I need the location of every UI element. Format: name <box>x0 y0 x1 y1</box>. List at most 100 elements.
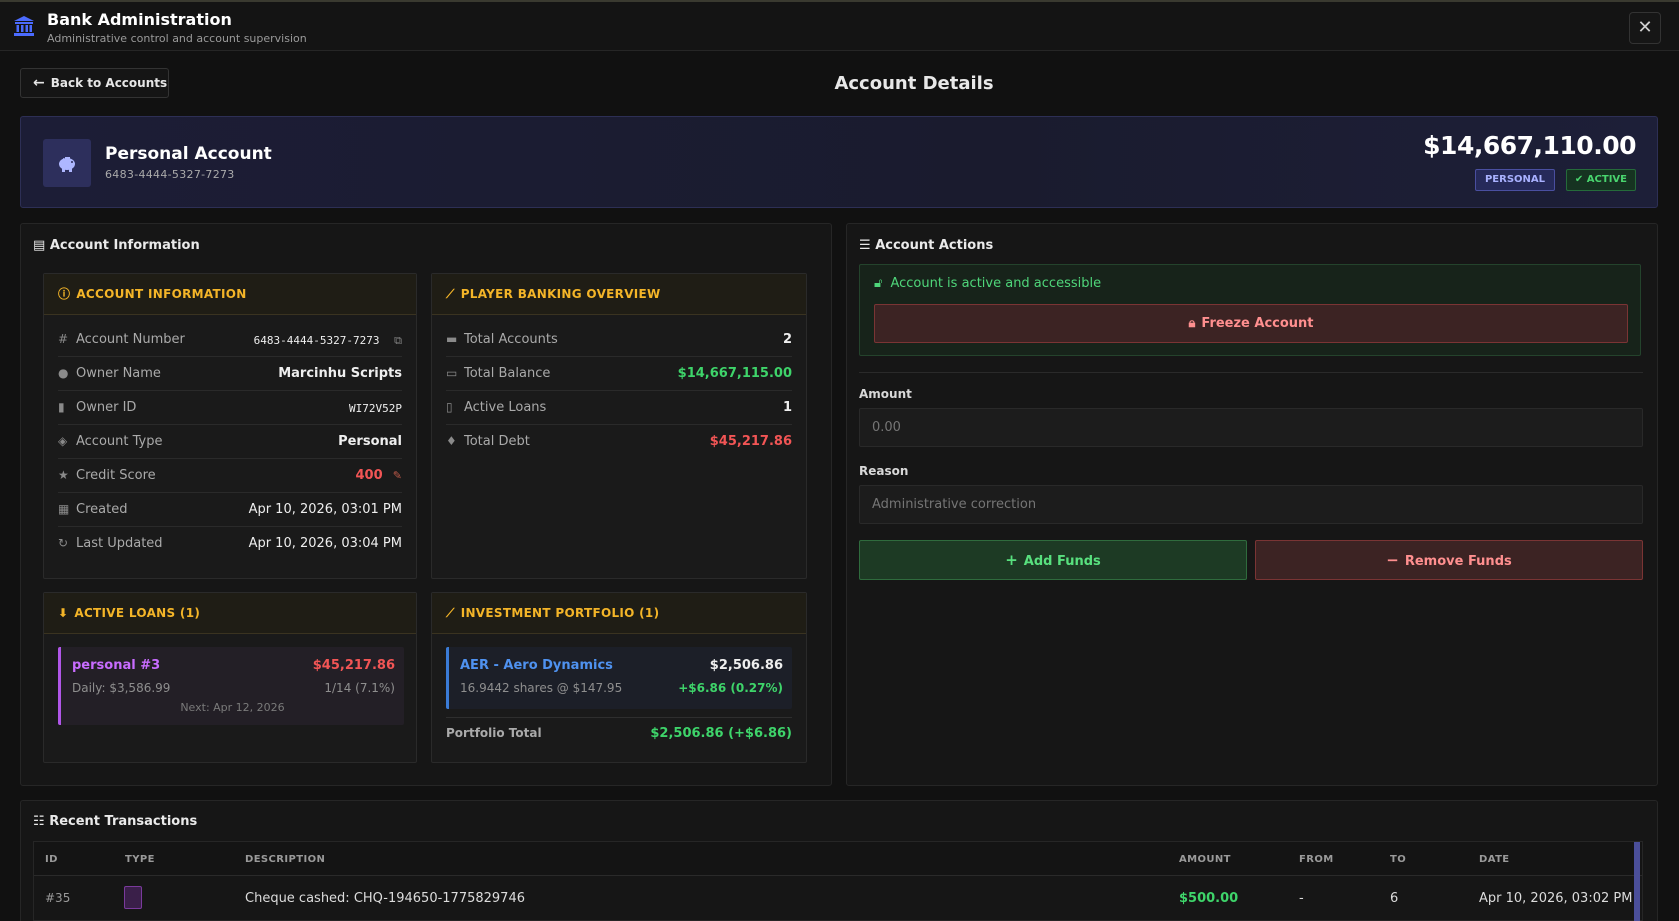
piggy-bank-icon <box>43 139 91 187</box>
info-value: Apr 10, 2026, 03:04 PM <box>248 536 402 551</box>
back-to-accounts-button[interactable]: ← Back to Accounts <box>20 68 169 98</box>
remove-funds-button[interactable]: − Remove Funds <box>1255 540 1643 580</box>
info-row-account-type: ◈ Account Type Personal <box>58 425 402 459</box>
account-information-card: ⓘ ACCOUNT INFORMATION # Account Number 648… <box>43 273 417 579</box>
status-badge-label: ACTIVE <box>1586 174 1627 185</box>
freeze-button-label: Freeze Account <box>1201 316 1314 331</box>
column-header: FROM <box>1299 854 1334 865</box>
info-label: ◈ Account Type <box>58 434 162 449</box>
info-row-owner-id: ▮ Owner ID WI72V52P <box>58 391 402 425</box>
close-button[interactable]: ✕ <box>1629 12 1661 44</box>
column-header: AMOUNT <box>1179 854 1231 865</box>
info-icon: ⓘ <box>58 287 71 301</box>
section-header-label: ACTIVE LOANS (1) <box>74 606 201 620</box>
account-type-badge: PERSONAL <box>1474 169 1555 191</box>
player-banking-overview-card: ⟋ PLAYER BANKING OVERVIEW ▬ Total Accounts… <box>431 273 807 579</box>
overview-value: $14,667,115.00 <box>677 366 792 381</box>
investment-change: +$6.86 (0.27%) <box>678 681 783 695</box>
info-label: # Account Number <box>58 332 185 347</box>
panel-title: ▤ Account Information <box>33 238 200 253</box>
copy-icon[interactable]: ⧉ <box>394 334 402 347</box>
info-row-credit-score: ★ Credit Score 400 ✎ <box>58 459 402 493</box>
plus-icon: + <box>1005 551 1018 569</box>
overview-label: ▭ Total Balance <box>446 366 550 381</box>
section-header: ⓘ ACCOUNT INFORMATION <box>44 274 416 315</box>
overview-label-text: Total Debt <box>464 434 530 449</box>
table-header: ID TYPE DESCRIPTION AMOUNT FROM TO DATE <box>34 842 1642 876</box>
user-icon: ● <box>58 366 69 380</box>
loan-progress: 1/14 (7.1%) <box>324 681 395 695</box>
hash-icon: # <box>58 332 69 346</box>
info-value-text: 6483-4444-5327-7273 <box>253 334 380 347</box>
info-label: ● Owner Name <box>58 366 161 381</box>
section-header-label: INVESTMENT PORTFOLIO (1) <box>460 606 660 620</box>
info-label: ↻ Last Updated <box>58 536 163 551</box>
info-label: ▮ Owner ID <box>58 400 136 415</box>
minus-icon: − <box>1386 551 1399 569</box>
info-label-text: Owner ID <box>76 400 137 415</box>
overview-label: ▬ Total Accounts <box>446 332 558 347</box>
app-header: Bank Administration Administrative contr… <box>0 0 1679 51</box>
info-row-owner-name: ● Owner Name Marcinhu Scripts <box>58 357 402 391</box>
section-header: ⟋ INVESTMENT PORTFOLIO (1) <box>432 593 806 634</box>
panel-title-label: Account Information <box>49 238 200 253</box>
reason-input[interactable] <box>859 485 1643 524</box>
investment-portfolio-card: ⟋ INVESTMENT PORTFOLIO (1) AER - Aero Dyn… <box>431 592 807 763</box>
pencil-icon[interactable]: ✎ <box>392 469 402 482</box>
credit-score-value: 400 <box>355 468 383 483</box>
account-name: Personal Account <box>105 144 272 164</box>
account-status-box: 🔓︎ Account is active and accessible 🔒︎ Fre… <box>859 264 1641 356</box>
info-label-text: Created <box>76 502 128 517</box>
transactions-table: ID TYPE DESCRIPTION AMOUNT FROM TO DATE … <box>33 841 1643 921</box>
info-label-text: Owner Name <box>76 366 161 381</box>
add-funds-button[interactable]: + Add Funds <box>859 540 1247 580</box>
panel-title: ☰ Account Actions <box>859 238 993 253</box>
info-value: Apr 10, 2026, 03:01 PM <box>248 502 402 517</box>
account-summary-banner: Personal Account 6483-4444-5327-7273 $14… <box>20 116 1658 208</box>
table-scrollbar[interactable] <box>1634 842 1640 921</box>
money-icon: ▭ <box>446 366 458 380</box>
remove-funds-label: Remove Funds <box>1404 554 1512 569</box>
tx-amount: $500.00 <box>1179 891 1239 906</box>
tx-type-badge: ▤payment <box>124 886 142 909</box>
refresh-icon: ↻ <box>58 536 69 550</box>
wallet-icon: ▬ <box>446 332 458 346</box>
info-value: 6483-4444-5327-7273 ⧉ <box>254 334 402 348</box>
list-icon: ☷ <box>33 814 50 829</box>
unlock-icon: 🔓︎ <box>874 276 883 291</box>
overview-row-total-accounts: ▬ Total Accounts 2 <box>446 323 792 357</box>
panel-title-label: Recent Transactions <box>49 814 198 829</box>
overview-row-total-debt: ♦ Total Debt $45,217.86 <box>446 425 792 459</box>
info-value: Personal <box>338 434 402 449</box>
actions-divider <box>859 372 1643 373</box>
tx-description: Cheque cashed: CHQ-194650-1775829746 <box>245 891 525 906</box>
account-actions-panel: ☰ Account Actions 🔓︎ Account is active an… <box>846 223 1658 786</box>
investment-value: $2,506.86 <box>709 658 783 673</box>
bank-icon <box>14 16 34 36</box>
account-information-panel: ▤ Account Information ⓘ ACCOUNT INFORMATI… <box>20 223 832 786</box>
investment-item[interactable]: AER - Aero Dynamics $2,506.86 16.9442 sh… <box>446 647 792 709</box>
column-header: TO <box>1390 854 1407 865</box>
investment-name: AER - Aero Dynamics <box>460 658 613 673</box>
info-label: ▦ Created <box>58 502 127 517</box>
info-label-text: Account Type <box>76 434 163 449</box>
reason-label: Reason <box>859 464 909 478</box>
id-card-icon: ▤ <box>33 238 50 253</box>
portfolio-divider <box>446 717 792 718</box>
overview-label-text: Total Balance <box>464 366 551 381</box>
overview-row-total-balance: ▭ Total Balance $14,667,115.00 <box>446 357 792 391</box>
loan-amount: $45,217.86 <box>312 658 395 673</box>
freeze-account-button[interactable]: 🔒︎ Freeze Account <box>874 304 1628 343</box>
info-row-last-updated: ↻ Last Updated Apr 10, 2026, 03:04 PM <box>58 527 402 561</box>
overview-value: 2 <box>782 332 792 347</box>
account-number: 6483-4444-5327-7273 <box>105 168 235 181</box>
amount-input[interactable] <box>859 408 1643 447</box>
status-text: Account is active and accessible <box>890 276 1102 291</box>
tx-from: - <box>1299 891 1304 906</box>
sliders-icon: ☰ <box>859 238 876 253</box>
loan-item[interactable]: personal #3 $45,217.86 Daily: $3,586.99 … <box>58 647 404 725</box>
info-row-created: ▦ Created Apr 10, 2026, 03:01 PM <box>58 493 402 527</box>
account-balance: $14,667,110.00 <box>1423 131 1636 160</box>
info-label-text: Last Updated <box>76 536 163 551</box>
overview-label: ▯ Active Loans <box>446 400 546 415</box>
